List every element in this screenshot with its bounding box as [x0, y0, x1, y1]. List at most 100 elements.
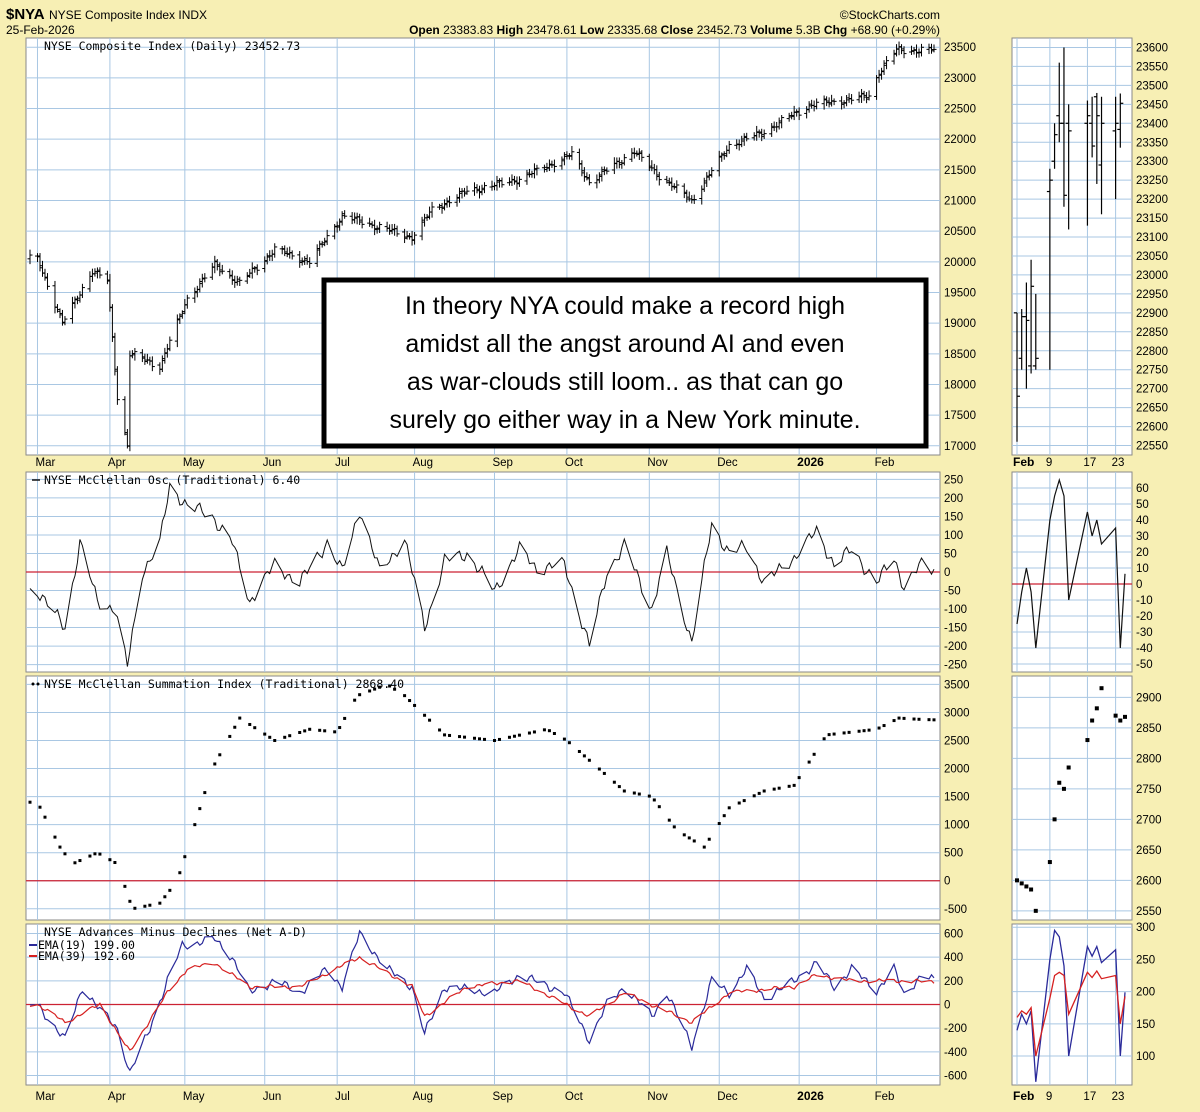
- volume-value: 5.3B: [796, 23, 821, 37]
- price-ohlc-bar: [796, 107, 802, 121]
- price-panel-x-tick-label: Aug: [413, 457, 433, 469]
- summation-dot: [667, 818, 671, 822]
- ad-panel-x-tick-label: Nov: [647, 1091, 668, 1103]
- price-ohlc-bar: [342, 210, 348, 219]
- price-ohlc-bar: [866, 90, 872, 101]
- ad-panel-y-tick-label: 200: [944, 976, 963, 988]
- summation-dot: [882, 724, 886, 728]
- summation-zoom-dot: [1047, 860, 1052, 865]
- price-ohlc-bar: [447, 195, 453, 208]
- price-zoom-panel-y-tick-label: 23100: [1136, 232, 1168, 244]
- summation-dot: [408, 699, 412, 703]
- summation-dot: [333, 730, 337, 734]
- price-zoom-panel-y-tick-label: 23000: [1136, 270, 1168, 282]
- header-ohlc: Open 23383.83 High 23478.61 Low 23335.68…: [409, 23, 940, 37]
- summation-dot: [917, 717, 921, 721]
- ad-ema19-line: [29, 929, 935, 1072]
- summation-dot: [263, 732, 267, 736]
- price-zoom-ohlc-bar: [1060, 47, 1067, 207]
- osc-panel-y-tick-label: 100: [944, 530, 963, 542]
- price-ohlc-bar: [289, 250, 295, 260]
- summation-dot: [507, 735, 511, 739]
- summation-dot: [727, 806, 731, 810]
- price-panel-x-tick-label: Feb: [875, 457, 895, 469]
- price-ohlc-bar: [831, 98, 837, 106]
- price-ohlc-bar: [184, 294, 190, 309]
- chg-value: +68.90 (+0.29%): [851, 23, 940, 37]
- price-panel-x-tick-label: Jun: [263, 457, 282, 469]
- ad-panel-y-tick-label: -400: [944, 1047, 967, 1059]
- summation-dot: [827, 733, 831, 737]
- summation-dot: [373, 687, 377, 691]
- ad-zoom-panel-y-tick-label: 150: [1136, 1019, 1155, 1031]
- price-zoom-panel-y-tick-label: 23500: [1136, 80, 1168, 92]
- summation-dot: [867, 728, 871, 732]
- summation-dot: [562, 737, 566, 741]
- price-ohlc-bar: [604, 167, 610, 175]
- osc-zoom-panel-y-tick-label: 50: [1136, 499, 1149, 511]
- summation-dot: [892, 719, 896, 723]
- summation-dot: [38, 805, 42, 809]
- summation-zoom-panel-y-tick-label: 2600: [1136, 875, 1162, 887]
- ad-panel-x-tick-label: Oct: [565, 1091, 584, 1103]
- summation-dot: [512, 734, 516, 738]
- osc-panel: -250 -200 -150 -100 -50 0 50 100 150 200 250 NYSE M…: [25, 471, 967, 673]
- price-ohlc-bar: [412, 231, 418, 245]
- summation-dot: [787, 784, 791, 788]
- price-zoom-ohlc-bar: [1117, 93, 1124, 148]
- price-zoom-panel-y-tick-label: 22650: [1136, 403, 1168, 415]
- ad-zoom-panel-y-tick-label: 200: [1136, 987, 1155, 999]
- ad-panel-y-tick-label: -600: [944, 1071, 967, 1083]
- summation-zoom-dot: [1113, 713, 1118, 718]
- summation-dot: [28, 800, 32, 804]
- summation-dot: [777, 786, 781, 790]
- summation-dot: [238, 716, 242, 720]
- price-ohlc-bar: [44, 273, 50, 290]
- ad-panel-y-tick-label: -200: [944, 1023, 967, 1035]
- ad-panel-x-tick-label: Sep: [492, 1091, 512, 1103]
- price-ohlc-bar: [307, 257, 313, 269]
- summation-dot: [58, 845, 62, 849]
- price-ohlc-bar: [779, 114, 785, 129]
- price-panel-x-tick-label: May: [183, 457, 205, 469]
- summation-dot: [492, 739, 496, 743]
- summation-dot: [428, 718, 432, 722]
- price-ohlc-bar: [499, 177, 505, 188]
- summation-dot: [647, 794, 651, 798]
- price-ohlc-bar: [691, 194, 697, 204]
- ad-zoom-panel-y-tick-label: 100: [1136, 1051, 1155, 1063]
- open-label: Open: [409, 23, 440, 37]
- summation-dot: [463, 735, 467, 739]
- summation-zoom-dot: [1066, 765, 1071, 770]
- price-ohlc-bar: [814, 98, 820, 110]
- summation-dot: [927, 718, 931, 722]
- ad-panel-y-tick-label: 600: [944, 928, 963, 940]
- summation-panel: -500 0 500 1000 1500 2000 2500 3000 3500 NYSE McC…: [25, 675, 970, 921]
- ad-zoom-panel: 100 150 200 250 300: [1011, 922, 1155, 1086]
- ad-panel-title: NYSE Advances Minus Declines (Net A-D): [44, 925, 307, 939]
- close-label: Close: [661, 23, 694, 37]
- summation-dot: [133, 906, 137, 910]
- price-ohlc-bar: [709, 167, 715, 178]
- price-ohlc-bar: [62, 316, 68, 326]
- summation-dot: [253, 726, 257, 730]
- price-zoom-ohlc-bar: [1014, 312, 1020, 442]
- summation-zoom-dot: [1029, 887, 1034, 892]
- price-zoom-panel-y-tick-label: 22800: [1136, 346, 1168, 358]
- osc-zoom-panel-y-tick-label: -20: [1136, 611, 1153, 623]
- summation-dot: [423, 713, 427, 717]
- price-ohlc-bar: [79, 283, 85, 299]
- summation-dot: [812, 752, 816, 756]
- summation-legend-swatch: [31, 682, 35, 686]
- price-panel-x-tick-label: Sep: [492, 457, 512, 469]
- summation-dot: [497, 737, 501, 741]
- price-zoom-ohlc-bar: [1028, 259, 1035, 374]
- summation-dot: [842, 731, 846, 735]
- summation-zoom-dot: [1033, 908, 1038, 913]
- annotation-box: In theory NYA could make a record high a…: [321, 277, 929, 449]
- summation-legend-swatch: [36, 682, 40, 686]
- price-zoom-panel-y-tick-label: 23300: [1136, 156, 1168, 168]
- price-zoom-panel-y-tick-label: 22850: [1136, 327, 1168, 339]
- summation-dot: [742, 799, 746, 803]
- summation-dot: [632, 791, 636, 795]
